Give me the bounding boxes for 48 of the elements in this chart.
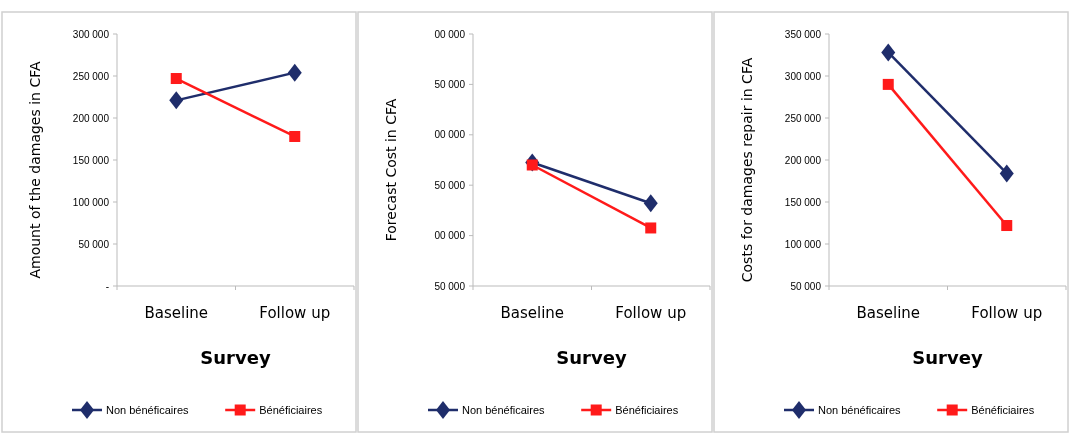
y-axis-title: Amount of the damages in CFA: [27, 61, 43, 279]
x-axis-title: Survey: [200, 347, 271, 368]
text: 00 000: [434, 230, 466, 242]
text: 00 000: [434, 28, 466, 40]
point: [645, 222, 657, 234]
y-axis-title: Costs for damages repair in CFA: [739, 57, 755, 283]
point: [287, 63, 302, 82]
y-tick-label: 300 000: [72, 28, 110, 40]
y-tick-label: 50 000: [78, 238, 110, 250]
point: [881, 43, 896, 62]
point: [999, 164, 1014, 183]
legend-label: Non bénéficaires: [818, 403, 902, 416]
legend-label: Bénéficiaires: [259, 403, 323, 416]
legend-label: Non bénéficaires: [462, 403, 546, 416]
y-tick-label: 250 000: [72, 70, 110, 82]
legend-label: Bénéficiaires: [971, 403, 1035, 416]
x-tick-label: Follow up: [259, 304, 331, 322]
x-tick-label: Follow up: [971, 304, 1043, 322]
text: 00 000: [434, 129, 466, 141]
point: [170, 73, 182, 85]
point: [882, 78, 894, 90]
y-tick-label: 300 000: [784, 70, 822, 82]
y-tick-label: 200 000: [72, 112, 110, 124]
y-tick-label: 350 000: [784, 28, 822, 40]
text: 50 000: [434, 179, 466, 191]
text: 50 000: [434, 78, 466, 90]
legend-label: Bénéficiaires: [615, 403, 679, 416]
point: [643, 194, 658, 213]
y-tick-label: 100 000: [784, 238, 822, 250]
text: 50 000: [434, 280, 466, 292]
y-tick-label: 150 000: [784, 196, 822, 208]
y-tick-label: 250 000: [784, 112, 822, 124]
x-axis-title: Survey: [912, 347, 983, 368]
y-tick-label: 200 000: [784, 154, 822, 166]
x-tick-label: Baseline: [500, 304, 565, 322]
point: [1001, 220, 1013, 232]
x-tick-label: Follow up: [615, 304, 687, 322]
y-axis-title: Forecast Cost in CFA: [383, 98, 399, 242]
y-tick-label: 50 000: [790, 280, 822, 292]
x-tick-label: Baseline: [856, 304, 921, 322]
y-tick-label: -: [105, 280, 109, 292]
y-tick-label: 100 000: [72, 196, 110, 208]
point: [289, 130, 301, 142]
x-tick-label: Baseline: [144, 304, 209, 322]
point: [169, 91, 184, 110]
legend-label: Non bénéficaires: [106, 403, 190, 416]
x-axis-title: Survey: [556, 347, 627, 368]
y-tick-label: 150 000: [72, 154, 110, 166]
